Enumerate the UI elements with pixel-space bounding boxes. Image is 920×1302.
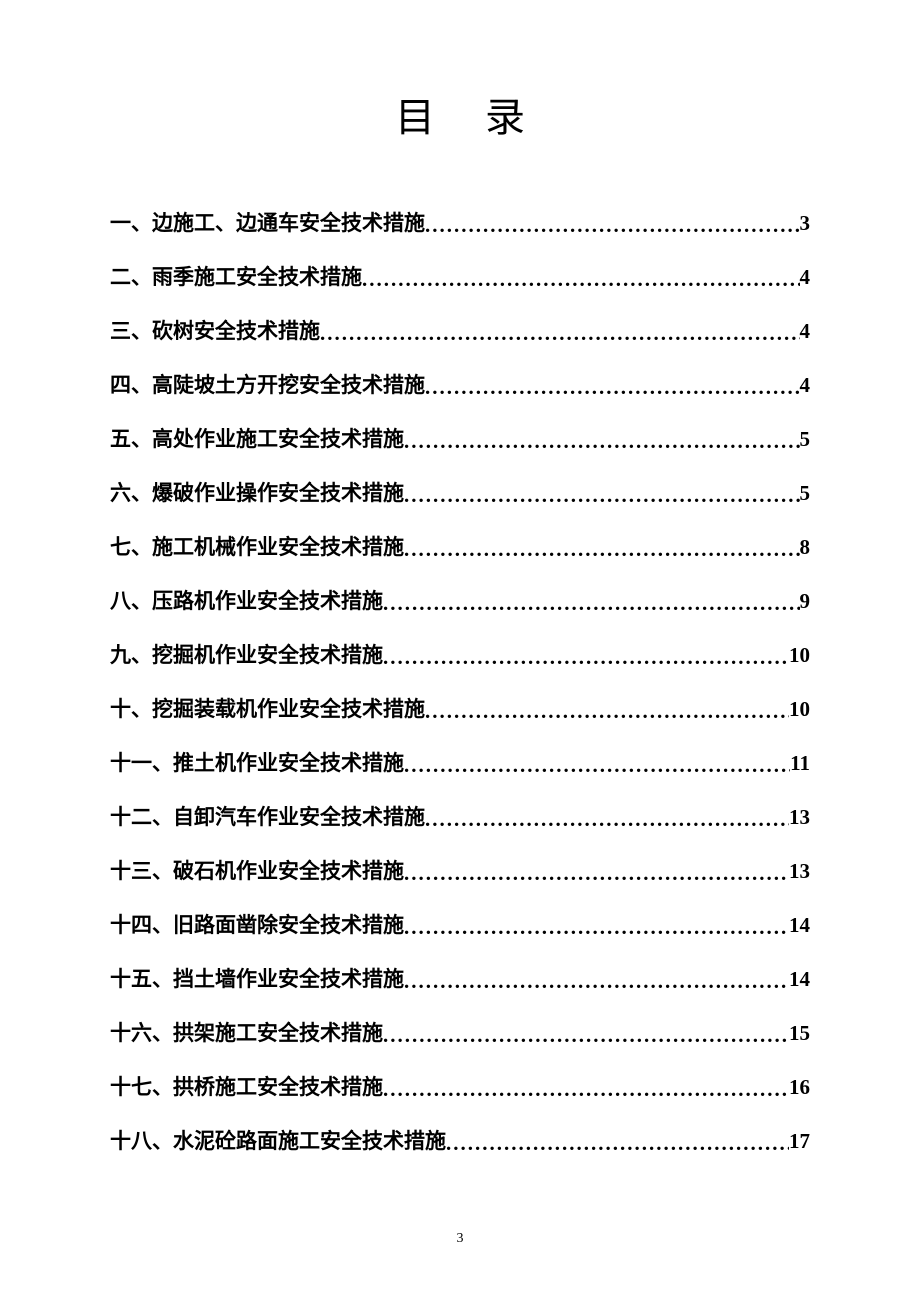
toc-entry: 十六、拱架施工安全技术措施 15 (110, 1023, 810, 1044)
toc-entry-label: 十三、破石机作业安全技术措施 (110, 861, 404, 882)
toc-entry: 七、施工机械作业安全技术措施 8 (110, 537, 810, 558)
toc-leader-dots (404, 863, 789, 884)
toc-leader-dots (383, 593, 800, 614)
toc-entry-page: 10 (789, 699, 810, 720)
toc-leader-dots (446, 1133, 789, 1154)
toc-leader-dots (425, 215, 800, 236)
page-number: 3 (0, 1231, 920, 1247)
toc-entry-page: 11 (790, 753, 810, 774)
toc-entry-page: 4 (800, 267, 811, 288)
toc-entry-label: 十八、水泥砼路面施工安全技术措施 (110, 1131, 446, 1152)
toc-entry-label: 十七、拱桥施工安全技术措施 (110, 1077, 383, 1098)
toc-entry-page: 15 (789, 1023, 810, 1044)
toc-entry-page: 4 (800, 321, 811, 342)
toc-leader-dots (404, 539, 800, 560)
toc-entry-label: 十五、挡土墙作业安全技术措施 (110, 969, 404, 990)
toc-entry-label: 十四、旧路面凿除安全技术措施 (110, 915, 404, 936)
toc-entry: 二、雨季施工安全技术措施 4 (110, 267, 810, 288)
toc-entry: 五、高处作业施工安全技术措施 5 (110, 429, 810, 450)
toc-entry-label: 一、边施工、边通车安全技术措施 (110, 213, 425, 234)
toc-entry-label: 十二、自卸汽车作业安全技术措施 (110, 807, 425, 828)
toc-entry-label: 九、挖掘机作业安全技术措施 (110, 645, 383, 666)
toc-leader-dots (404, 431, 800, 452)
toc-entry-page: 9 (800, 591, 811, 612)
toc-leader-dots (425, 701, 789, 722)
toc-entry-page: 3 (800, 213, 811, 234)
toc-entry-page: 5 (800, 429, 811, 450)
toc-entry-label: 十、挖掘装载机作业安全技术措施 (110, 699, 425, 720)
toc-entry: 六、爆破作业操作安全技术措施 5 (110, 483, 810, 504)
toc-entry: 四、高陡坡土方开挖安全技术措施 4 (110, 375, 810, 396)
toc-title: 目录 (110, 85, 810, 143)
toc-entry: 八、压路机作业安全技术措施 9 (110, 591, 810, 612)
toc-entry-page: 14 (789, 969, 810, 990)
toc-entry-label: 四、高陡坡土方开挖安全技术措施 (110, 375, 425, 396)
toc-leader-dots (425, 377, 800, 398)
toc-entry: 一、边施工、边通车安全技术措施 3 (110, 213, 810, 234)
toc-entry: 十四、旧路面凿除安全技术措施 14 (110, 915, 810, 936)
toc-list: 一、边施工、边通车安全技术措施 3 二、雨季施工安全技术措施 4 三、砍树安全技术措施 4… (110, 213, 810, 1152)
toc-entry-label: 七、施工机械作业安全技术措施 (110, 537, 404, 558)
toc-entry-page: 17 (789, 1131, 810, 1152)
toc-entry-label: 十六、拱架施工安全技术措施 (110, 1023, 383, 1044)
toc-entry-label: 十一、推土机作业安全技术措施 (110, 753, 404, 774)
toc-entry: 十八、水泥砼路面施工安全技术措施 17 (110, 1131, 810, 1152)
toc-leader-dots (404, 971, 789, 992)
toc-leader-dots (425, 809, 789, 830)
toc-entry-label: 六、爆破作业操作安全技术措施 (110, 483, 404, 504)
toc-entry-page: 14 (789, 915, 810, 936)
toc-entry-page: 16 (789, 1077, 810, 1098)
toc-entry-page: 10 (789, 645, 810, 666)
toc-entry-label: 八、压路机作业安全技术措施 (110, 591, 383, 612)
toc-entry-page: 13 (789, 861, 810, 882)
toc-entry-page: 4 (800, 375, 811, 396)
toc-leader-dots (320, 323, 800, 344)
document-page: 目录 一、边施工、边通车安全技术措施3二、雨季施工安全技术措施4三、砍树安全技术… (0, 0, 920, 1152)
toc-leader-dots (404, 917, 789, 938)
toc-leader-dots (383, 647, 789, 668)
toc-entry: 十三、破石机作业安全技术措施 13 (110, 861, 810, 882)
toc-entry: 九、挖掘机作业安全技术措施 10 (110, 645, 810, 666)
toc-entry: 三、砍树安全技术措施 4 (110, 321, 810, 342)
toc-entry-page: 8 (800, 537, 811, 558)
toc-entry-label: 三、砍树安全技术措施 (110, 321, 320, 342)
toc-entry-label: 五、高处作业施工安全技术措施 (110, 429, 404, 450)
toc-leader-dots (383, 1079, 789, 1100)
toc-leader-dots (362, 269, 800, 290)
toc-entry-page: 13 (789, 807, 810, 828)
toc-leader-dots (383, 1025, 789, 1046)
toc-entry: 十、挖掘装载机作业安全技术措施 10 (110, 699, 810, 720)
toc-entry: 十七、拱桥施工安全技术措施 16 (110, 1077, 810, 1098)
toc-entry-label: 二、雨季施工安全技术措施 (110, 267, 362, 288)
toc-entry: 十五、挡土墙作业安全技术措施 14 (110, 969, 810, 990)
toc-leader-dots (404, 755, 790, 776)
toc-entry-page: 5 (800, 483, 811, 504)
toc-leader-dots (404, 485, 800, 506)
toc-entry: 十二、自卸汽车作业安全技术措施 13 (110, 807, 810, 828)
toc-entry: 十一、推土机作业安全技术措施 11 (110, 753, 810, 774)
